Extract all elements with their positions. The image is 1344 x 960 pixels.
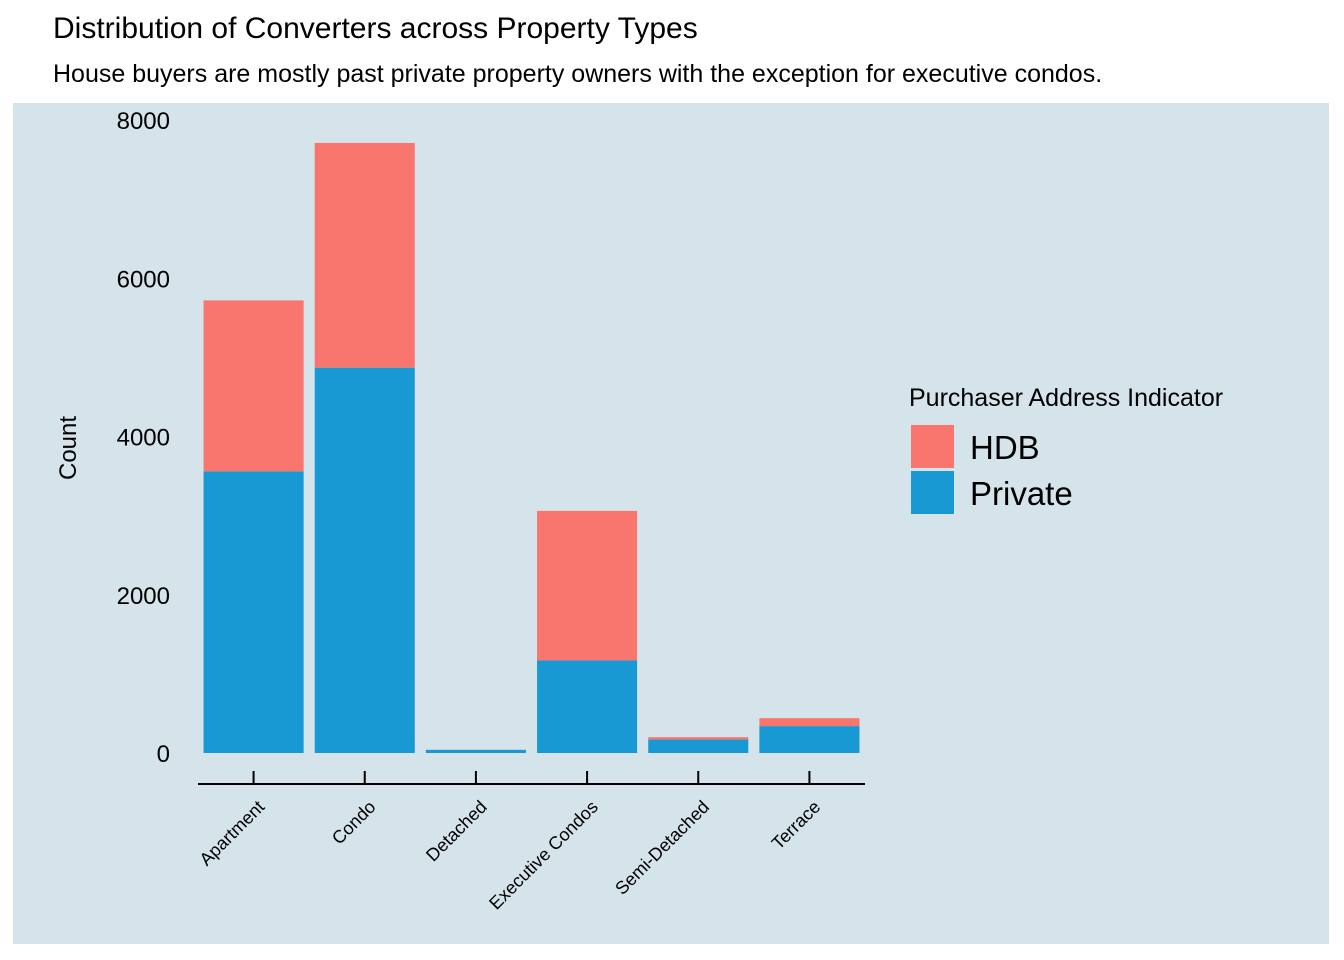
legend: Purchaser Address Indicator HDB Private [909,384,1223,514]
x-tick-label: Executive Condos [485,797,602,914]
chart-subtitle: House buyers are mostly past private pro… [53,60,1103,88]
y-tick-label: 2000 [117,583,170,610]
x-tick-label: Terrace [768,797,825,854]
x-tick-label: Condo [328,797,380,849]
x-tick-label: Detached [422,797,491,866]
bar-hdb-semi-detached [648,737,749,740]
bar-hdb-executive-condos [537,510,638,661]
y-tick-label: 0 [157,741,170,768]
bar-private-apartment [203,471,304,753]
x-tick-label: Semi-Detached [611,797,713,899]
bars-group [203,142,860,753]
bar-private-executive-condos [537,660,638,753]
bar-hdb-apartment [203,300,304,472]
y-axis-title: Count [55,416,82,480]
bar-private-semi-detached [648,739,749,753]
bar-private-condo [314,367,415,753]
y-tick-label: 6000 [117,266,170,293]
legend-title: Purchaser Address Indicator [909,384,1223,412]
legend-label-hdb: HDB [970,429,1040,466]
x-tick-label: Apartment [196,797,269,870]
legend-swatch-hdb [911,425,954,468]
legend-swatch-private [911,471,954,514]
y-axis: 0 2000 4000 6000 8000 [117,108,170,768]
y-tick-label: 4000 [117,425,170,452]
chart-title: Distribution of Converters across Proper… [53,12,698,45]
bar-private-terrace [759,726,860,753]
bar-private-detached [425,749,526,753]
bar-hdb-terrace [759,718,860,727]
bar-hdb-condo [314,142,415,368]
legend-label-private: Private [970,475,1073,512]
y-tick-label: 8000 [117,108,170,135]
